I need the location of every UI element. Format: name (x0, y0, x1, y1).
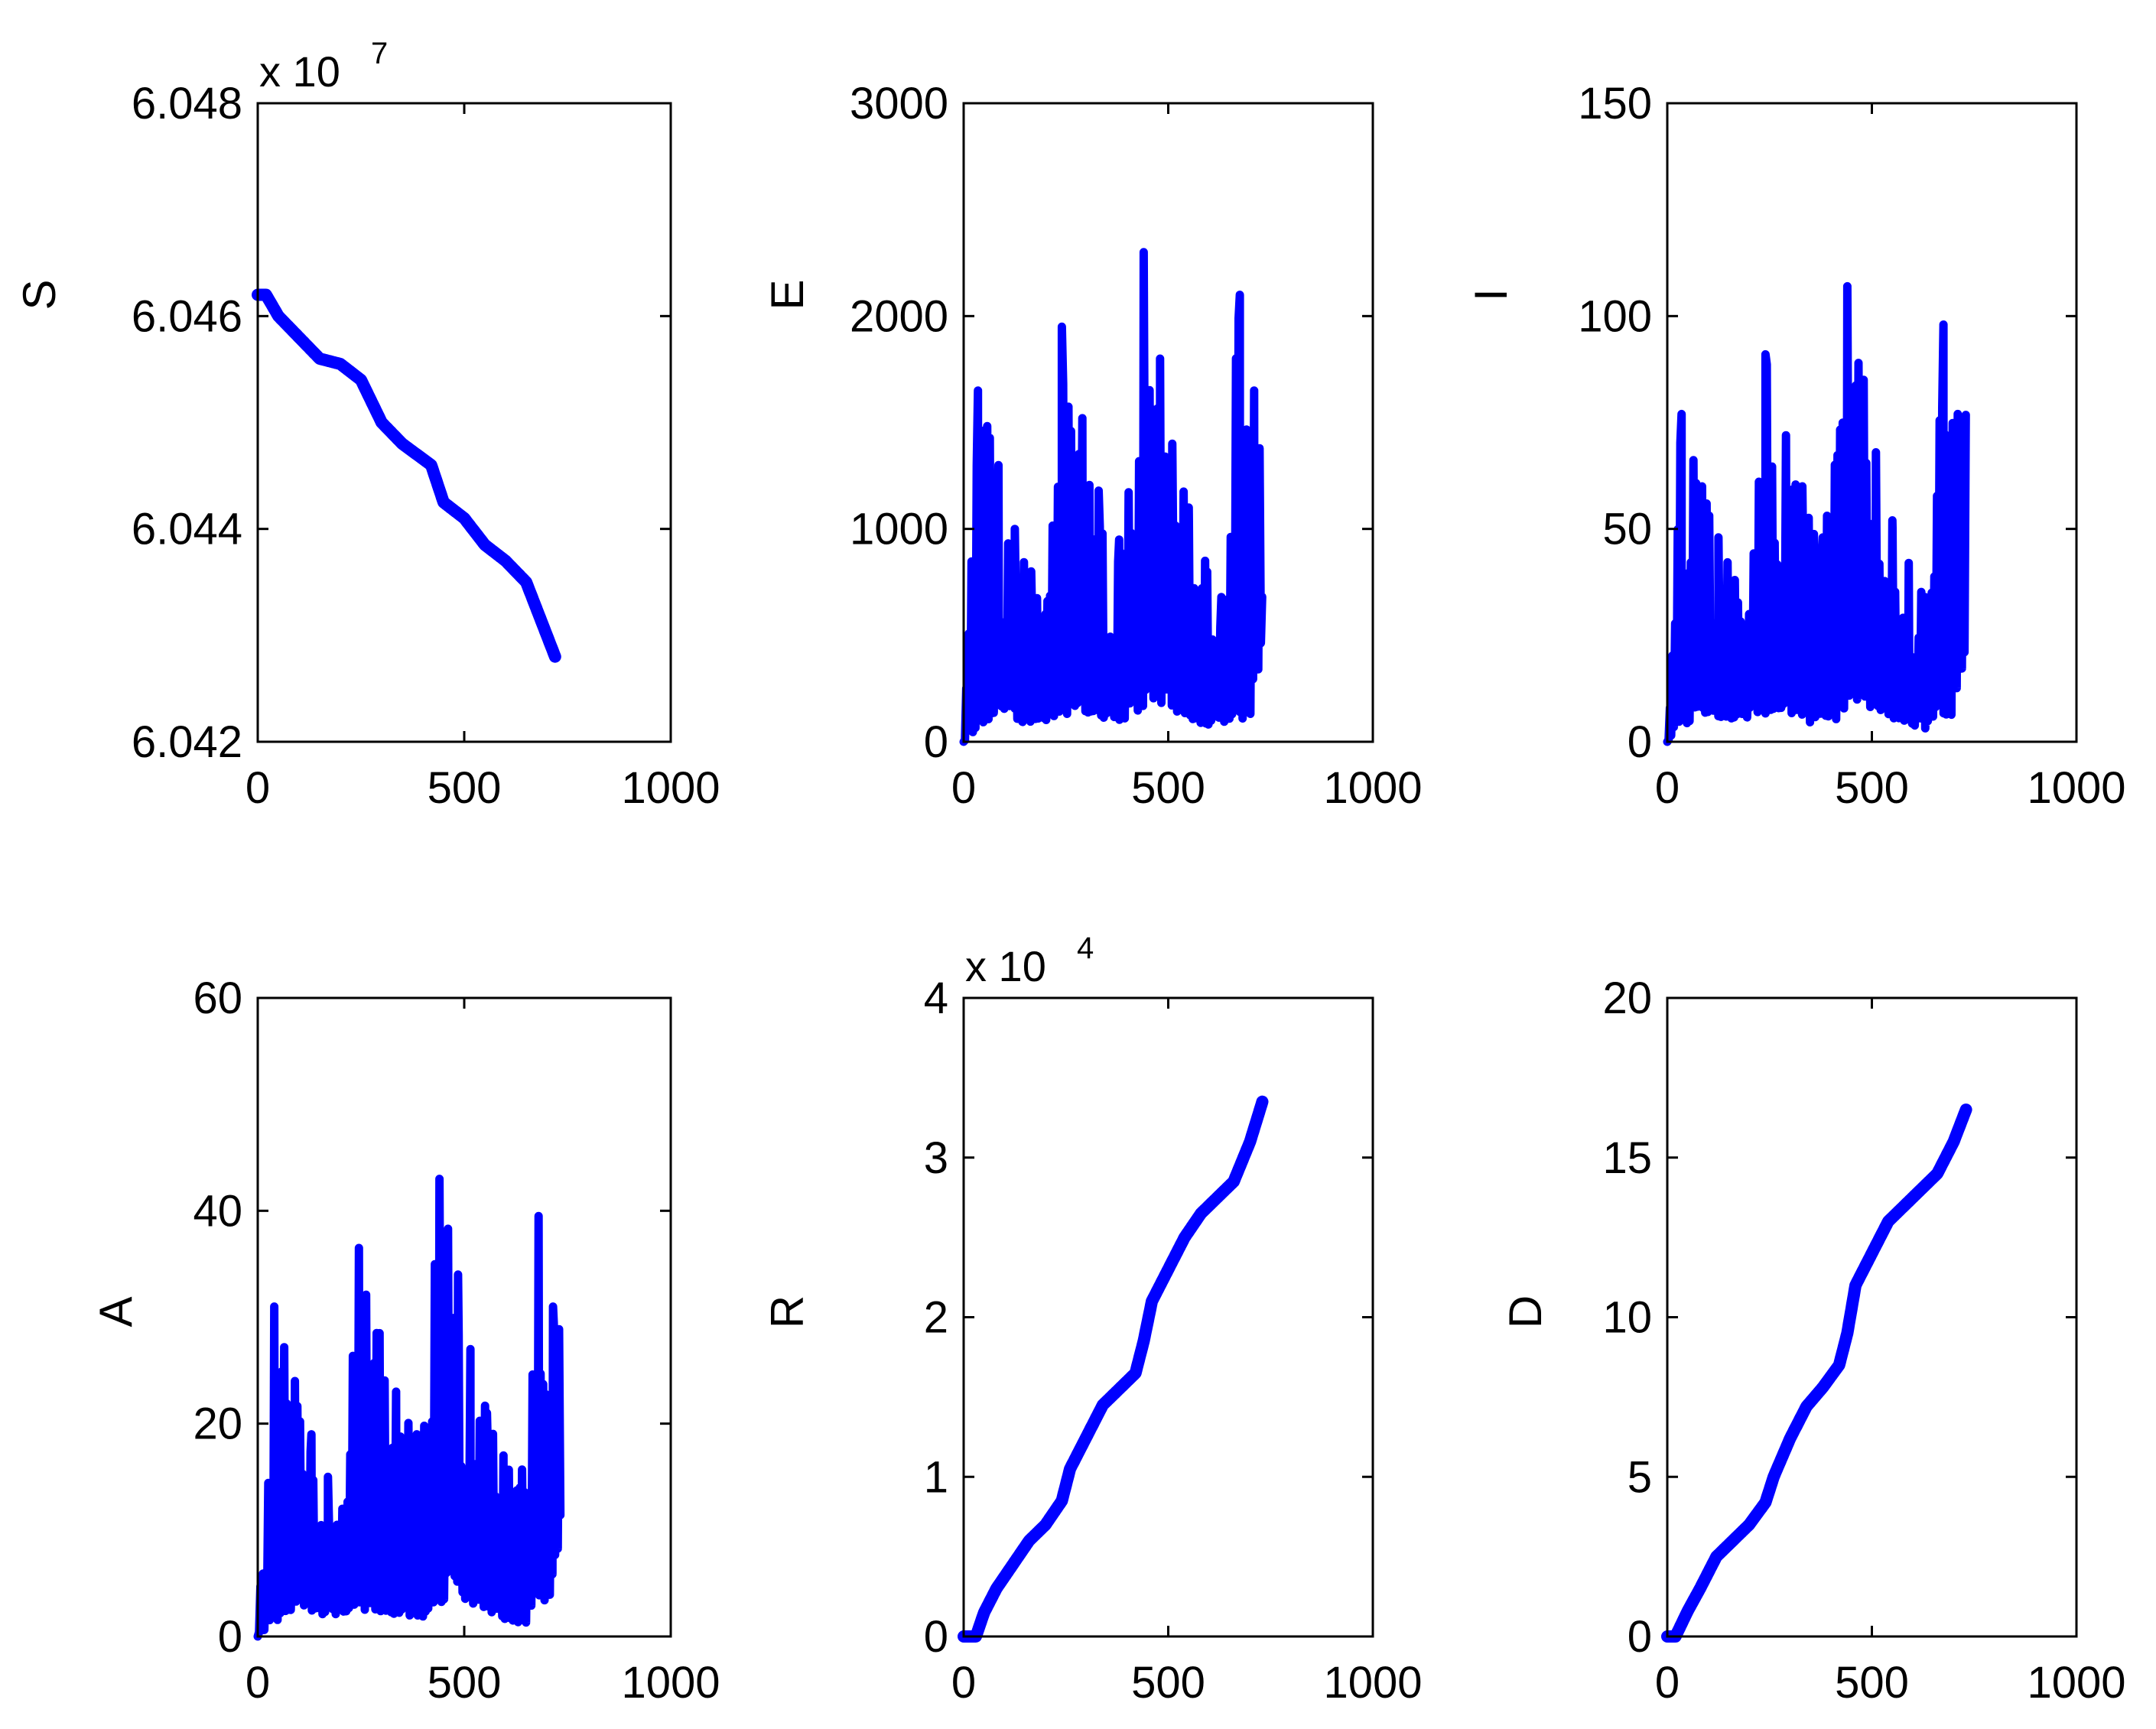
y-tick-label: 6.046 (132, 291, 242, 341)
subplot-a: 0 500 1000 0 20 40 60 A (90, 973, 720, 1708)
x-tick-label: 0 (951, 1658, 976, 1708)
x-tick-label: 500 (1131, 763, 1205, 813)
x-tick-label: 1000 (2027, 763, 2125, 813)
x-tick-label: 1000 (2027, 1658, 2125, 1708)
x-tick-label: 500 (1835, 1658, 1909, 1708)
y-tick-label: 100 (1578, 291, 1652, 341)
series-i-line (1663, 281, 1970, 746)
y-tick-label: 0 (218, 1612, 242, 1662)
x-tick-label: 500 (428, 1658, 502, 1708)
y-tick-label: 2 (924, 1293, 948, 1343)
y-axis-label: E (762, 279, 813, 310)
series-r-line (958, 1095, 1269, 1643)
y-tick-label: 1 (924, 1452, 948, 1502)
y-tick-label: 3 (924, 1133, 948, 1183)
x-tick-label: 500 (428, 763, 502, 813)
y-tick-label: 6.048 (132, 79, 242, 128)
subplot-d: 0 500 1000 0 5 10 15 20 D (1500, 973, 2126, 1708)
axes-frame (256, 102, 672, 743)
axis-multiplier: x 10 (965, 942, 1046, 990)
x-tick-label: 1000 (1323, 1658, 1422, 1708)
y-tick-label: 150 (1578, 79, 1652, 128)
y-tick-label: 0 (924, 717, 948, 767)
y-tick-label: 0 (1628, 1612, 1652, 1662)
x-tick-label: 1000 (1323, 763, 1422, 813)
y-tick-label: 1000 (850, 505, 948, 554)
x-tick-label: 0 (1655, 763, 1680, 813)
x-tick-label: 1000 (621, 1658, 720, 1708)
subplot-s: 0 500 1000 6.042 6.044 6.046 6.048 Sx 10 7 (14, 37, 720, 813)
y-tick-label: 0 (1628, 717, 1652, 767)
x-tick-label: 1000 (621, 763, 720, 813)
subplot-i: 0 500 1000 0 50 100 150 I (1465, 79, 2126, 813)
axis-multiplier-exponent: 7 (371, 37, 388, 70)
y-tick-label: 4 (924, 973, 948, 1023)
axis-multiplier: x 10 (259, 47, 340, 96)
y-tick-label: 20 (1602, 973, 1652, 1023)
axis-multiplier-exponent: 4 (1077, 931, 1094, 965)
x-tick-label: 0 (1655, 1658, 1680, 1708)
y-tick-label: 50 (1602, 505, 1652, 554)
series-a-line (253, 1175, 565, 1641)
x-tick-label: 0 (246, 1658, 270, 1708)
y-tick-label: 40 (193, 1186, 242, 1236)
y-tick-label: 10 (1602, 1293, 1652, 1343)
y-tick-label: 6.044 (132, 505, 242, 554)
y-tick-label: 5 (1628, 1452, 1652, 1502)
x-tick-label: 500 (1835, 763, 1909, 813)
subplot-r: 0 500 1000 0 1 2 3 4 Rx 10 4 (762, 931, 1423, 1708)
y-tick-label: 6.042 (132, 717, 242, 767)
y-tick-label: 20 (193, 1399, 242, 1449)
y-axis-label: D (1500, 1295, 1551, 1328)
x-tick-label: 0 (246, 763, 270, 813)
x-tick-label: 0 (951, 763, 976, 813)
series-d-line (1661, 1103, 1972, 1643)
y-axis-label: A (90, 1296, 141, 1327)
series-e-line (959, 248, 1267, 746)
y-tick-label: 0 (924, 1612, 948, 1662)
y-axis-label: I (1465, 288, 1517, 301)
y-axis-label: S (14, 279, 65, 310)
subplot-e: 0 500 1000 0 1000 2000 3000 E (762, 79, 1423, 813)
y-tick-label: 60 (193, 973, 242, 1023)
y-tick-label: 2000 (850, 291, 948, 341)
y-tick-label: 3000 (850, 79, 948, 128)
y-tick-label: 15 (1602, 1133, 1652, 1183)
x-tick-label: 500 (1131, 1658, 1205, 1708)
y-axis-label: R (762, 1295, 813, 1328)
series-s-line (252, 288, 561, 663)
